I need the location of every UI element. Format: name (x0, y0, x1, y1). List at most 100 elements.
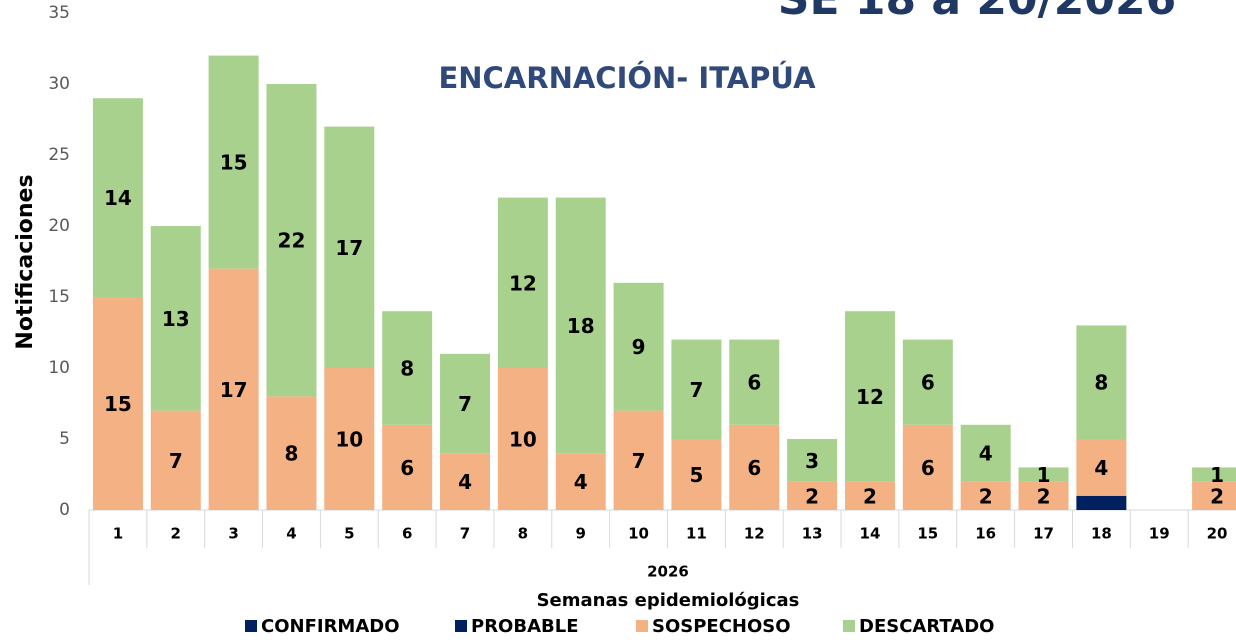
data-label: 4 (979, 442, 993, 466)
y-tick-label: 20 (48, 216, 70, 236)
x-group-label: 2026 (647, 563, 689, 581)
bar-segment (787, 481, 838, 510)
data-label: 17 (335, 236, 363, 260)
bar-segment (613, 410, 664, 510)
x-tick-label: 15 (917, 525, 938, 543)
bar-segment (324, 126, 375, 368)
data-label: 3 (805, 449, 819, 473)
data-label: 4 (574, 470, 588, 494)
y-tick-label: 0 (59, 500, 70, 520)
bar-segment (324, 368, 375, 510)
x-tick-label: 1 (113, 525, 123, 543)
x-tick-label: 5 (344, 525, 354, 543)
bar-segment (150, 226, 201, 411)
bar-segment (382, 311, 433, 425)
y-tick-label: 35 (48, 3, 70, 23)
bar-segment (671, 439, 722, 510)
data-label: 13 (162, 307, 190, 331)
bar-segment (729, 339, 780, 425)
data-label: 2 (805, 484, 819, 508)
data-label: 10 (509, 428, 537, 452)
bar-segment (1018, 467, 1069, 482)
bar-segment (613, 282, 664, 411)
data-label: 6 (400, 456, 414, 480)
x-tick-label: 4 (286, 525, 296, 543)
y-tick-label: 10 (48, 358, 70, 378)
x-tick-label: 17 (1033, 525, 1054, 543)
bar-segment (92, 98, 143, 297)
data-label: 4 (458, 470, 472, 494)
bar-segment (497, 368, 548, 510)
bar-segment (671, 339, 722, 439)
data-label: 12 (856, 385, 884, 409)
bar-segment (1076, 325, 1127, 439)
data-label: 7 (689, 378, 703, 402)
bar-segment (266, 396, 317, 510)
data-label: 4 (1094, 456, 1108, 480)
data-label: 1 (1037, 463, 1051, 487)
bar-segment (1192, 467, 1236, 482)
data-label: 8 (1094, 371, 1108, 395)
x-tick-label: 2 (171, 525, 181, 543)
data-label: 5 (689, 463, 703, 487)
bar-segment (440, 453, 491, 510)
y-axis-label: Notificaciones (13, 174, 38, 349)
bar-segment (787, 439, 838, 482)
bar-segment (1076, 439, 1127, 496)
data-label: 6 (747, 456, 761, 480)
data-label: 1 (1210, 463, 1224, 487)
data-label: 2 (1037, 484, 1051, 508)
legend-swatch (843, 620, 855, 632)
data-label: 8 (285, 442, 299, 466)
bar-segment (1192, 481, 1236, 510)
x-tick-label: 3 (228, 525, 238, 543)
data-label: 2 (1210, 484, 1224, 508)
bar-segment (382, 424, 433, 510)
data-label: 6 (747, 371, 761, 395)
data-label: 14 (104, 186, 132, 210)
data-label: 6 (921, 371, 935, 395)
bar-segment (497, 197, 548, 368)
x-tick-label: 14 (860, 525, 881, 543)
x-tick-label: 8 (518, 525, 528, 543)
x-tick-label: 19 (1149, 525, 1170, 543)
data-label: 18 (567, 314, 595, 338)
bar-segment (960, 424, 1011, 482)
y-tick-label: 5 (59, 429, 70, 449)
data-label: 2 (979, 484, 993, 508)
data-label: 8 (400, 357, 414, 381)
x-tick-label: 10 (628, 525, 649, 543)
x-axis-label: Semanas epidemiológicas (537, 590, 800, 611)
legend-swatch (455, 620, 467, 632)
data-label: 15 (220, 151, 248, 175)
bar-segment (729, 424, 780, 510)
legend-label: DESCARTADO (859, 616, 994, 637)
x-tick-label: 11 (686, 525, 707, 543)
x-tick-label: 13 (802, 525, 823, 543)
bar-segment (1076, 495, 1127, 510)
data-label: 7 (458, 392, 472, 416)
bar-segment (960, 481, 1011, 510)
data-label: 15 (104, 392, 132, 416)
bar-segment (555, 453, 606, 510)
bar-segment (844, 481, 895, 510)
data-label: 7 (169, 449, 183, 473)
bar-segment (208, 55, 259, 269)
data-label: 7 (632, 449, 646, 473)
legend-swatch (245, 620, 257, 632)
x-tick-label: 18 (1091, 525, 1112, 543)
x-tick-label: 12 (744, 525, 765, 543)
bar-segment (150, 410, 201, 510)
data-label: 22 (278, 229, 306, 253)
x-tick-label: 9 (576, 525, 586, 543)
bar-segment (440, 353, 491, 454)
data-label: 17 (220, 378, 248, 402)
data-label: 12 (509, 271, 537, 295)
bar-segment (1018, 481, 1069, 510)
x-tick-label: 16 (975, 525, 996, 543)
bar-segment (902, 424, 953, 510)
x-tick-label: 6 (402, 525, 412, 543)
data-label: 6 (921, 456, 935, 480)
legend-label: PROBABLE (471, 616, 579, 637)
bar-segment (902, 339, 953, 425)
